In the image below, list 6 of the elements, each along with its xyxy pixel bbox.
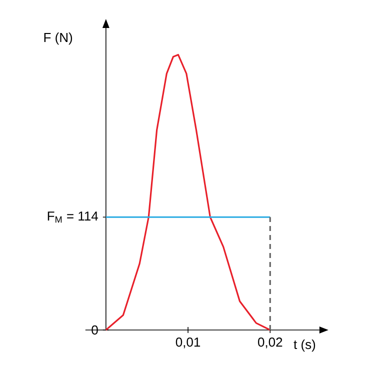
- y-axis-title: F (N): [44, 32, 72, 45]
- x-tick-label: 0,01: [176, 338, 200, 348]
- line-series: [105, 54, 271, 331]
- y-tick-label: F$_{M}$ = 114: [48, 212, 98, 223]
- x-tick-label: 0,02: [258, 338, 282, 348]
- x-axis-title: t (s): [294, 340, 316, 352]
